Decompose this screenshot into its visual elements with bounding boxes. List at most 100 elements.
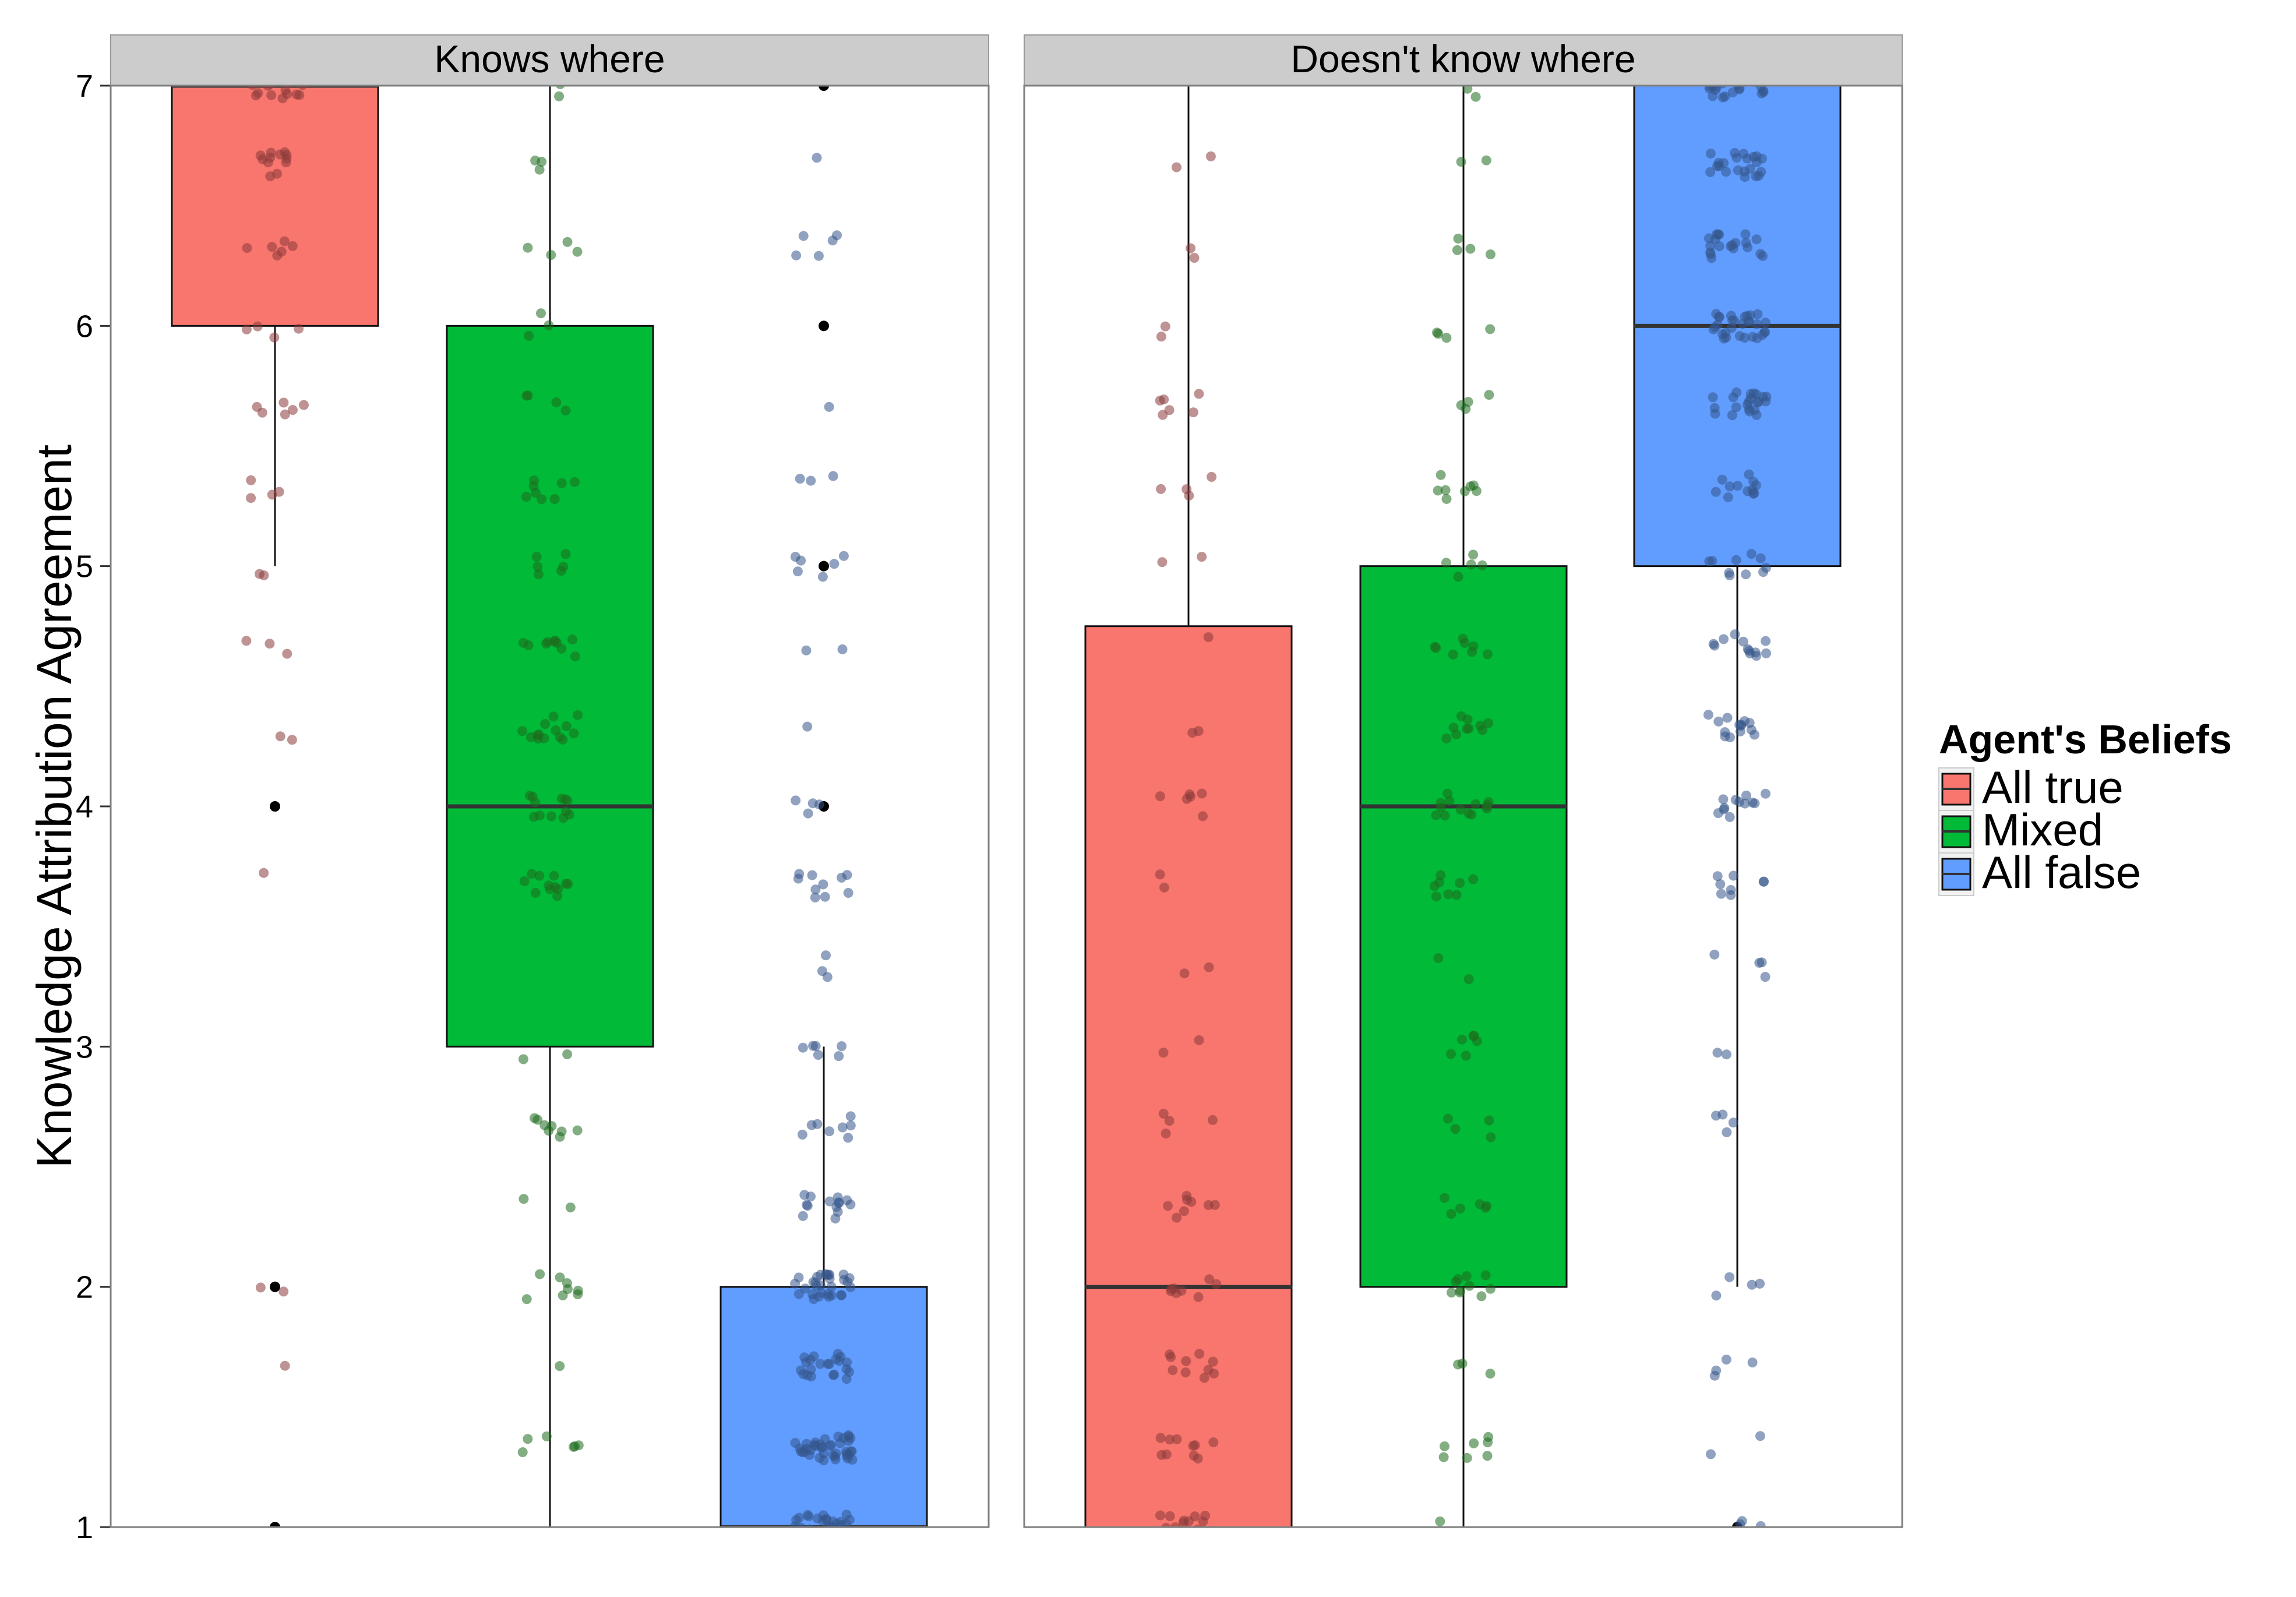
jitter-point bbox=[806, 1120, 817, 1130]
legend-label: Mixed bbox=[1982, 804, 2103, 855]
jitter-point bbox=[828, 471, 838, 481]
jitter-point bbox=[552, 891, 562, 901]
jitter-point bbox=[1727, 315, 1738, 326]
jitter-point bbox=[842, 1357, 852, 1367]
jitter-point bbox=[1706, 1449, 1716, 1459]
legend-item: All false bbox=[1938, 847, 2141, 898]
jitter-point bbox=[560, 549, 571, 559]
jitter-point bbox=[791, 250, 802, 260]
jitter-point bbox=[1486, 1132, 1496, 1143]
jitter-point bbox=[1733, 481, 1743, 491]
jitter-point bbox=[1181, 1356, 1191, 1366]
jitter-point bbox=[821, 1270, 832, 1280]
jitter-point bbox=[555, 1272, 565, 1282]
jitter-point bbox=[1740, 333, 1750, 343]
jitter-point bbox=[802, 1510, 813, 1520]
jitter-point bbox=[247, 86, 258, 90]
jitter-point bbox=[1708, 91, 1718, 101]
jitter-point bbox=[1709, 403, 1720, 413]
jitter-point bbox=[521, 1294, 532, 1305]
jitter-point bbox=[1163, 1201, 1173, 1211]
jitter-point bbox=[1157, 557, 1168, 567]
jitter-point bbox=[1703, 710, 1713, 720]
y-tick-label: 4 bbox=[76, 789, 93, 824]
jitter-point bbox=[1761, 636, 1771, 646]
jitter-point bbox=[817, 572, 828, 582]
jitter-point bbox=[1711, 86, 1722, 93]
jitter-point bbox=[1443, 1113, 1453, 1124]
jitter-point bbox=[1455, 805, 1466, 815]
jitter-point bbox=[288, 405, 298, 415]
jitter-point bbox=[1744, 469, 1754, 480]
jitter-point bbox=[843, 1133, 853, 1143]
jitter-point bbox=[824, 1196, 835, 1207]
jitter-point bbox=[565, 1202, 576, 1212]
jitter-point bbox=[518, 638, 528, 648]
jitter-point bbox=[544, 320, 554, 330]
jitter-point bbox=[572, 1125, 583, 1136]
outlier-point bbox=[270, 801, 280, 812]
jitter-point bbox=[532, 562, 543, 572]
jitter-point bbox=[1482, 649, 1493, 660]
jitter-point bbox=[1483, 718, 1493, 728]
box-all-false bbox=[720, 86, 928, 1527]
jitter-point bbox=[519, 876, 530, 886]
box-all-true bbox=[171, 86, 379, 1527]
jitter-point bbox=[1168, 1365, 1178, 1376]
jitter-point bbox=[1440, 1441, 1449, 1451]
y-tick-label: 7 bbox=[76, 69, 93, 104]
jitter-point bbox=[279, 236, 290, 246]
jitter-point bbox=[1200, 1510, 1211, 1521]
jitter-point bbox=[1724, 481, 1735, 492]
jitter-point bbox=[282, 648, 292, 659]
jitter-point bbox=[253, 88, 263, 98]
jitter-point bbox=[554, 91, 565, 101]
jitter-point bbox=[1462, 714, 1473, 725]
jitter-point bbox=[797, 1129, 807, 1140]
jitter-point bbox=[556, 1126, 567, 1137]
jitter-point bbox=[519, 1194, 529, 1204]
jitter-point bbox=[570, 477, 580, 487]
jitter-point bbox=[792, 566, 803, 577]
jitter-point bbox=[1172, 1434, 1182, 1444]
jitter-point bbox=[845, 1120, 856, 1131]
jitter-point bbox=[791, 1515, 802, 1525]
jitter-point bbox=[1455, 1203, 1465, 1214]
jitter-point bbox=[564, 809, 574, 820]
jitter-point bbox=[1155, 1510, 1165, 1521]
panel-title: Knows where bbox=[434, 37, 665, 80]
jitter-point bbox=[258, 154, 268, 164]
jitter-point bbox=[1482, 1451, 1493, 1461]
jitter-point bbox=[1760, 318, 1771, 328]
legend-item: Mixed bbox=[1938, 804, 2103, 855]
jitter-point bbox=[796, 1446, 806, 1457]
jitter-point bbox=[1158, 1048, 1169, 1058]
jitter-point bbox=[1172, 162, 1181, 172]
jitter-point bbox=[843, 1436, 853, 1446]
jitter-point bbox=[1155, 1433, 1166, 1443]
jitter-point bbox=[1462, 1453, 1472, 1463]
jitter-point bbox=[541, 1431, 552, 1441]
jitter-point bbox=[836, 1290, 847, 1300]
jitter-point bbox=[810, 884, 821, 895]
jitter-point bbox=[821, 950, 831, 961]
jitter-point bbox=[843, 888, 853, 898]
jitter-point bbox=[802, 721, 813, 732]
jitter-point bbox=[1430, 641, 1440, 652]
jitter-point bbox=[1166, 1352, 1176, 1362]
jitter-point bbox=[799, 1190, 810, 1200]
jitter-point bbox=[1712, 1048, 1723, 1058]
jitter-point bbox=[1456, 157, 1466, 167]
jitter-point bbox=[280, 409, 290, 419]
jitter-point bbox=[1761, 648, 1771, 658]
jitter-point bbox=[814, 799, 824, 810]
jitter-point bbox=[1720, 727, 1730, 738]
jitter-point bbox=[1193, 1292, 1204, 1302]
jitter-point bbox=[1194, 1035, 1204, 1045]
jitter-point bbox=[552, 637, 562, 648]
jitter-point bbox=[267, 489, 277, 500]
jitter-point bbox=[535, 1269, 545, 1279]
jitter-point bbox=[1207, 472, 1217, 482]
jitter-point bbox=[560, 406, 571, 416]
